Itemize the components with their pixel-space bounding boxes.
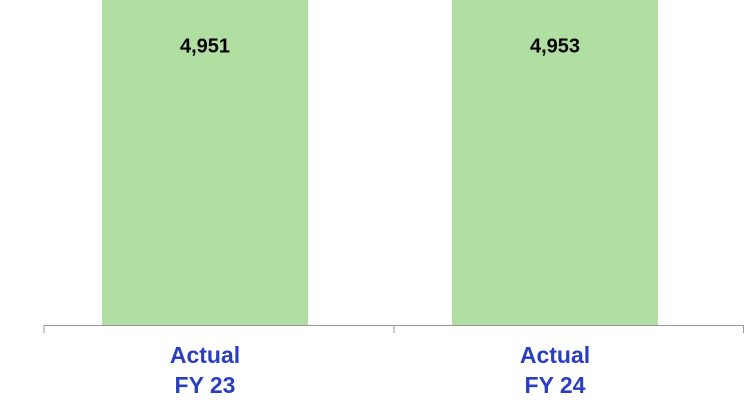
x-tick-label-line: FY 23 xyxy=(175,372,236,398)
x-tick-label-line: Actual xyxy=(170,342,240,368)
value-label: 4,953 xyxy=(530,35,580,57)
bar xyxy=(102,0,308,326)
value-label: 4,951 xyxy=(180,35,230,57)
x-tick-label-line: FY 24 xyxy=(525,372,586,398)
bar xyxy=(452,0,658,325)
x-tick-label-line: Actual xyxy=(520,342,590,368)
x-tick-label: Actual FY 24 xyxy=(520,342,590,398)
x-tick-label: Actual FY 23 xyxy=(170,342,240,398)
